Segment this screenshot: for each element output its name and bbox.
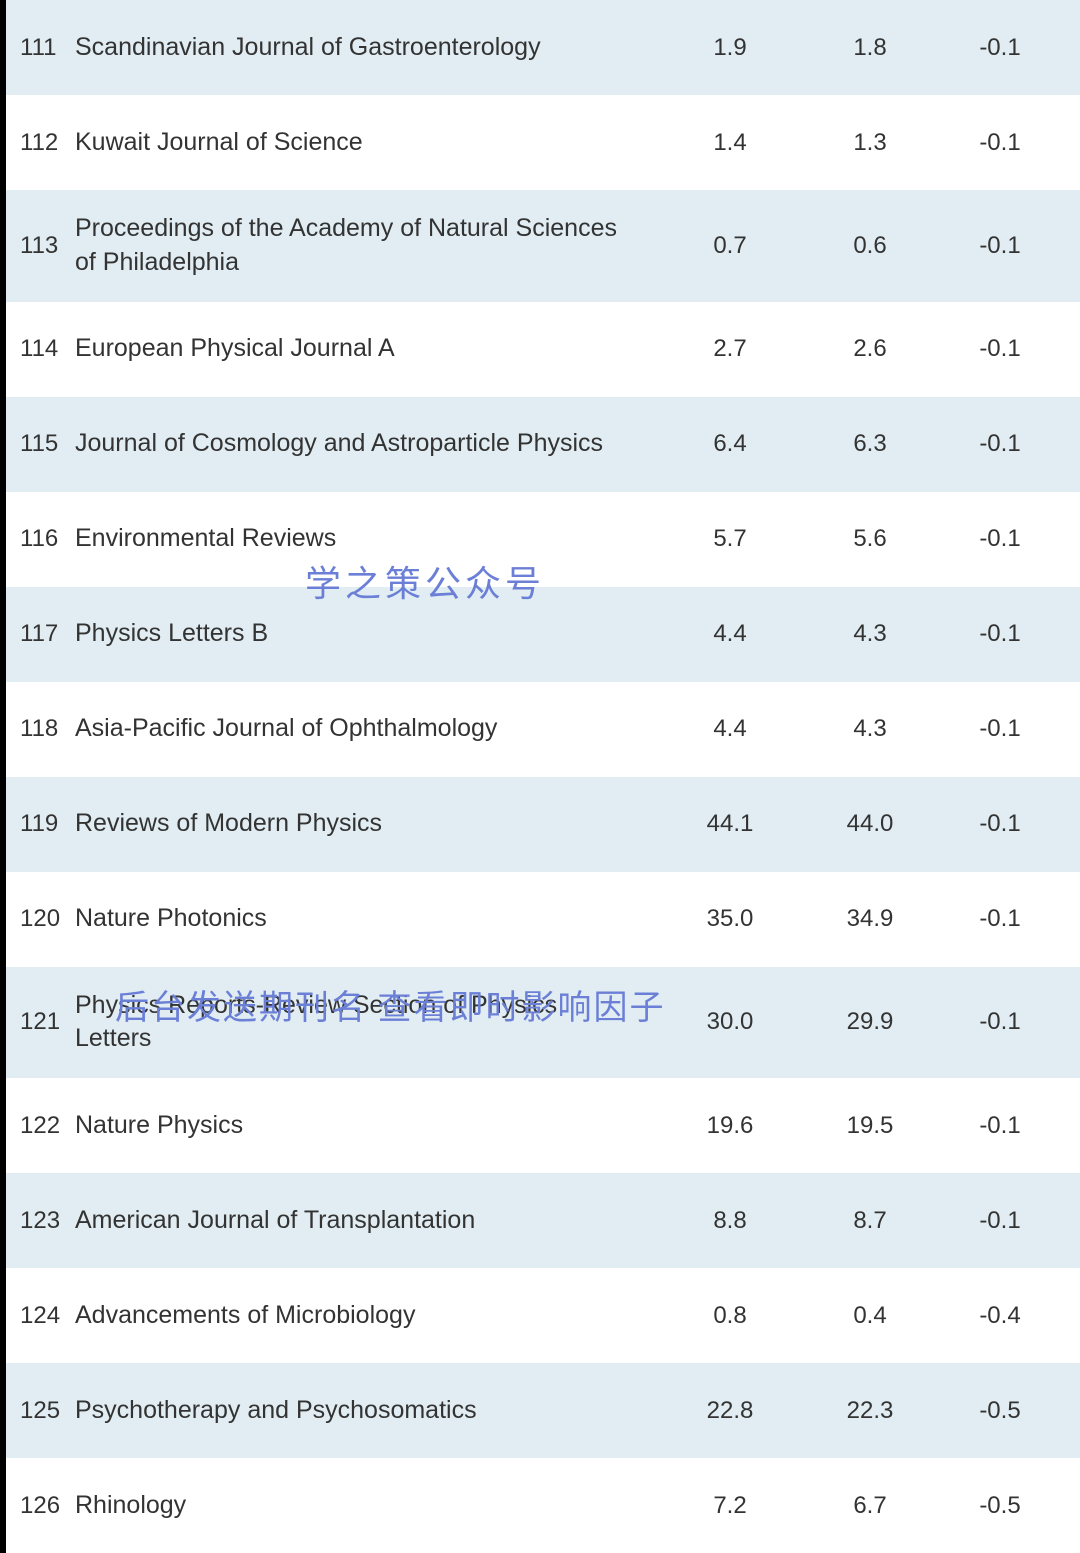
- value-diff: -0.1: [940, 335, 1060, 363]
- value-previous: 1.9: [660, 34, 800, 62]
- table-row: 125Psychotherapy and Psychosomatics22.82…: [0, 1363, 1080, 1458]
- journal-name: Environmental Reviews: [75, 522, 660, 556]
- row-number: 125: [20, 1397, 75, 1425]
- table-row: 115Journal of Cosmology and Astroparticl…: [0, 397, 1080, 492]
- journal-name: Reviews of Modern Physics: [75, 807, 660, 841]
- table-row: 124Advancements of Microbiology0.80.4-0.…: [0, 1268, 1080, 1363]
- value-diff: -0.1: [940, 232, 1060, 260]
- journal-name: Asia-Pacific Journal of Ophthalmology: [75, 712, 660, 746]
- value-diff: -0.5: [940, 1492, 1060, 1520]
- value-diff: -0.5: [940, 1397, 1060, 1425]
- value-previous: 0.8: [660, 1302, 800, 1330]
- journal-name: Nature Photonics: [75, 902, 660, 936]
- value-current: 4.3: [800, 620, 940, 648]
- table-row: 114European Physical Journal A2.72.6-0.1: [0, 302, 1080, 397]
- value-diff: -0.1: [940, 810, 1060, 838]
- value-current: 0.6: [800, 232, 940, 260]
- value-previous: 30.0: [660, 1008, 800, 1036]
- journal-name: Journal of Cosmology and Astroparticle P…: [75, 427, 660, 461]
- left-border: [0, 0, 6, 1553]
- journal-name: Nature Physics: [75, 1109, 660, 1143]
- value-previous: 6.4: [660, 430, 800, 458]
- value-previous: 4.4: [660, 620, 800, 648]
- value-previous: 7.2: [660, 1492, 800, 1520]
- value-diff: -0.1: [940, 430, 1060, 458]
- value-diff: -0.4: [940, 1302, 1060, 1330]
- row-number: 115: [20, 430, 75, 458]
- value-current: 2.6: [800, 335, 940, 363]
- table-row: 121Physics Reports-Review Section of Phy…: [0, 967, 1080, 1079]
- value-previous: 8.8: [660, 1207, 800, 1235]
- value-diff: -0.1: [940, 1112, 1060, 1140]
- value-current: 6.7: [800, 1492, 940, 1520]
- row-number: 124: [20, 1302, 75, 1330]
- table-row: 122Nature Physics19.619.5-0.1: [0, 1078, 1080, 1173]
- table-row: 123American Journal of Transplantation8.…: [0, 1173, 1080, 1268]
- row-number: 117: [20, 620, 75, 648]
- value-previous: 4.4: [660, 715, 800, 743]
- value-diff: -0.1: [940, 715, 1060, 743]
- value-diff: -0.1: [940, 34, 1060, 62]
- row-number: 121: [20, 1008, 75, 1036]
- table-row: 117Physics Letters B4.44.3-0.1: [0, 587, 1080, 682]
- value-diff: -0.1: [940, 1008, 1060, 1036]
- value-current: 44.0: [800, 810, 940, 838]
- journal-name: Proceedings of the Academy of Natural Sc…: [75, 212, 660, 280]
- value-previous: 22.8: [660, 1397, 800, 1425]
- row-number: 116: [20, 525, 75, 553]
- row-number: 112: [20, 129, 75, 157]
- table-row: 118Asia-Pacific Journal of Ophthalmology…: [0, 682, 1080, 777]
- row-number: 123: [20, 1207, 75, 1235]
- journal-name: Psychotherapy and Psychosomatics: [75, 1394, 660, 1428]
- journal-name: Scandinavian Journal of Gastroenterology: [75, 31, 660, 65]
- value-current: 0.4: [800, 1302, 940, 1330]
- value-current: 5.6: [800, 525, 940, 553]
- table-row: 120Nature Photonics35.034.9-0.1: [0, 872, 1080, 967]
- value-current: 22.3: [800, 1397, 940, 1425]
- table-row: 116Environmental Reviews5.75.6-0.1: [0, 492, 1080, 587]
- value-current: 34.9: [800, 905, 940, 933]
- value-previous: 0.7: [660, 232, 800, 260]
- journal-name: American Journal of Transplantation: [75, 1204, 660, 1238]
- journal-table: 111Scandinavian Journal of Gastroenterol…: [0, 0, 1080, 1553]
- value-current: 6.3: [800, 430, 940, 458]
- row-number: 119: [20, 810, 75, 838]
- journal-name: European Physical Journal A: [75, 332, 660, 366]
- row-number: 122: [20, 1112, 75, 1140]
- value-diff: -0.1: [940, 1207, 1060, 1235]
- row-number: 114: [20, 335, 75, 363]
- table-row: 112Kuwait Journal of Science1.41.3-0.1: [0, 95, 1080, 190]
- value-previous: 44.1: [660, 810, 800, 838]
- row-number: 111: [20, 34, 75, 62]
- table-row: 119Reviews of Modern Physics44.144.0-0.1: [0, 777, 1080, 872]
- value-diff: -0.1: [940, 129, 1060, 157]
- value-previous: 2.7: [660, 335, 800, 363]
- journal-name: Physics Reports-Review Section of Physic…: [75, 989, 660, 1057]
- table-row: 113Proceedings of the Academy of Natural…: [0, 190, 1080, 302]
- row-number: 118: [20, 715, 75, 743]
- value-diff: -0.1: [940, 905, 1060, 933]
- journal-name: Rhinology: [75, 1489, 660, 1523]
- value-current: 29.9: [800, 1008, 940, 1036]
- value-diff: -0.1: [940, 620, 1060, 648]
- value-current: 4.3: [800, 715, 940, 743]
- value-current: 8.7: [800, 1207, 940, 1235]
- journal-name: Advancements of Microbiology: [75, 1299, 660, 1333]
- table-row: 111Scandinavian Journal of Gastroenterol…: [0, 0, 1080, 95]
- value-current: 1.8: [800, 34, 940, 62]
- value-previous: 5.7: [660, 525, 800, 553]
- value-current: 19.5: [800, 1112, 940, 1140]
- value-previous: 19.6: [660, 1112, 800, 1140]
- row-number: 120: [20, 905, 75, 933]
- value-previous: 1.4: [660, 129, 800, 157]
- row-number: 113: [20, 232, 75, 260]
- table-row: 126Rhinology7.26.7-0.5: [0, 1458, 1080, 1553]
- value-previous: 35.0: [660, 905, 800, 933]
- value-diff: -0.1: [940, 525, 1060, 553]
- row-number: 126: [20, 1492, 75, 1520]
- journal-name: Kuwait Journal of Science: [75, 126, 660, 160]
- value-current: 1.3: [800, 129, 940, 157]
- journal-name: Physics Letters B: [75, 617, 660, 651]
